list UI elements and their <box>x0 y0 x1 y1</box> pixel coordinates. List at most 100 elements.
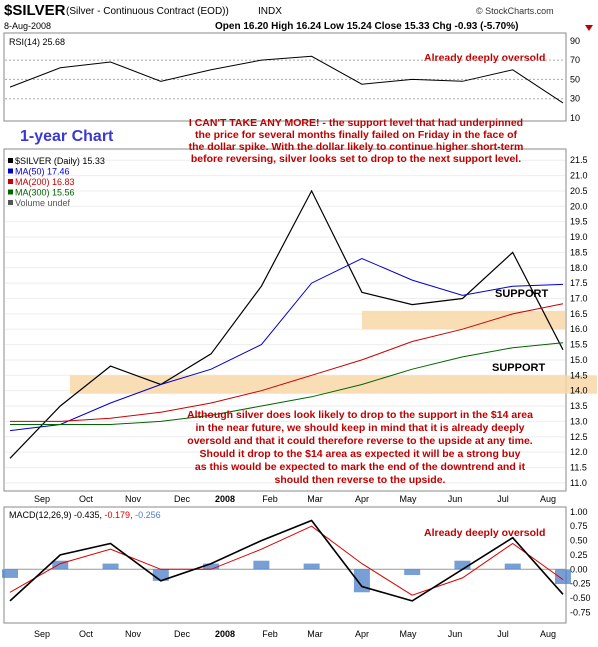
price-tick-label: 14.0 <box>570 386 588 396</box>
month-label: Nov <box>125 629 142 639</box>
macd-tick-label: 0.50 <box>570 536 588 546</box>
month-label: Dec <box>174 494 191 504</box>
top-annotation-line: the dollar spike. With the dollar likely… <box>189 141 524 153</box>
price-tick-label: 12.5 <box>570 432 588 442</box>
exchange-label: INDX <box>258 6 282 17</box>
month-label: Nov <box>125 494 142 504</box>
macd-label-signal: -0.179, <box>102 510 133 520</box>
rsi-panel: RSI(14) 25.68 Already deeply oversold 90… <box>3 32 580 123</box>
month-label: Apr <box>355 629 369 639</box>
month-label: Jul <box>497 629 509 639</box>
top-annotation-line: before reversing, silver looks set to dr… <box>191 153 521 165</box>
month-label: Jun <box>448 629 463 639</box>
rsi-tick-label: 50 <box>570 74 580 84</box>
price-tick-label: 18.0 <box>570 263 588 273</box>
watermark: © StockCharts.com <box>476 6 554 16</box>
macd-annotation: Already deeply oversold <box>424 527 545 539</box>
legend-swatch <box>8 168 13 174</box>
rsi-tick-label: 10 <box>570 113 580 123</box>
legend-entry: MA(300) 15.56 <box>15 188 75 198</box>
macd-tick-label: -0.75 <box>570 607 591 617</box>
month-label: May <box>399 629 417 639</box>
legend-swatch <box>8 200 13 205</box>
support-lower-label: SUPPORT <box>492 362 545 374</box>
rsi-tick-label: 90 <box>570 36 580 46</box>
macd-label-hist: -0.256 <box>133 510 161 520</box>
price-tick-label: 16.5 <box>570 309 588 319</box>
month-label: Aug <box>540 494 556 504</box>
rsi-tick-label: 70 <box>570 55 580 65</box>
macd-histogram-bar <box>52 560 69 570</box>
macd-tick-label: 0.00 <box>570 564 588 574</box>
price-tick-label: 14.5 <box>570 370 588 380</box>
macd-line <box>9 519 564 602</box>
rsi-annotation: Already deeply oversold <box>424 52 545 64</box>
legend-entry: $SILVER (Daily) 15.33 <box>15 156 105 166</box>
macd-histogram-bar <box>203 563 220 570</box>
month-label: Jul <box>497 494 509 504</box>
macd-tick-label: 0.25 <box>570 550 588 560</box>
rsi-tick-label: 30 <box>570 94 580 104</box>
macd-tick-label: 1.00 <box>570 507 588 517</box>
macd-tick-label: -0.50 <box>570 593 591 603</box>
macd-label-main: MACD(12,26,9) -0.435, <box>9 510 102 520</box>
support-band <box>70 375 597 394</box>
price-tick-label: 19.0 <box>570 232 588 242</box>
month-label: 2008 <box>215 494 235 504</box>
price-tick-label: 15.5 <box>570 340 588 350</box>
macd-tick-label: -0.25 <box>570 579 591 589</box>
month-label: Oct <box>79 629 94 639</box>
contract-name: (Silver - Continuous Contract (EOD)) <box>66 6 229 17</box>
month-label: Mar <box>307 494 323 504</box>
bottom-annotation-line: Should it drop to the $14 area as expect… <box>200 448 521 460</box>
ma50-line <box>9 257 564 432</box>
price-tick-label: 20.0 <box>570 201 588 211</box>
macd-histogram-bar <box>303 563 320 570</box>
month-label: Mar <box>307 629 323 639</box>
legend-entry: Volume undef <box>15 198 71 208</box>
bottom-annotation-line: should then reverse to the upside. <box>275 474 446 486</box>
bottom-annotation-line: in the near future, we should keep in mi… <box>195 422 524 434</box>
macd-histogram-bar <box>253 560 270 570</box>
month-label: May <box>399 494 417 504</box>
price-tick-label: 16.0 <box>570 324 588 334</box>
price-tick-label: 15.0 <box>570 355 588 365</box>
legend-entry: MA(50) 17.46 <box>15 167 70 177</box>
macd-histogram-bar <box>152 569 169 581</box>
top-annotation-line: I CAN'T TAKE ANY MORE! - the support lev… <box>189 117 523 129</box>
macd-panel: MACD(12,26,9) -0.435, -0.179, -0.256 Alr… <box>2 506 591 624</box>
price-tick-label: 21.0 <box>570 171 588 181</box>
price-tick-label: 20.5 <box>570 186 588 196</box>
legend-swatch <box>8 158 13 163</box>
month-label: 2008 <box>215 629 235 639</box>
legend-swatch <box>8 189 13 195</box>
month-label: Feb <box>262 494 278 504</box>
macd-label: MACD(12,26,9) -0.435, -0.179, -0.256 <box>9 510 161 520</box>
bottom-annotation-line: as this would be expected to mark the en… <box>195 461 526 473</box>
down-arrow-icon <box>585 25 593 31</box>
month-label: Feb <box>262 629 278 639</box>
support-band <box>362 310 565 330</box>
month-label: Oct <box>79 494 94 504</box>
macd-tick-label: 0.75 <box>570 521 588 531</box>
price-tick-label: 17.5 <box>570 278 588 288</box>
macd-histogram-bar <box>353 569 370 593</box>
legend-entry: MA(200) 16.83 <box>15 177 75 187</box>
chart-date: 8-Aug-2008 <box>4 21 51 31</box>
macd-histogram-bar <box>404 569 421 576</box>
price-panel: 21.5 21.0 20.5 20.0 19.5 19.0 18.5 18.0 17.5 17.0… <box>3 117 597 492</box>
macd-signal-line <box>9 525 564 596</box>
macd-histogram-bar <box>454 560 471 570</box>
ma300-line <box>10 342 564 425</box>
price-tick-label: 13.5 <box>570 401 588 411</box>
macd-frame <box>3 506 567 624</box>
price-tick-label: 11.0 <box>570 478 587 488</box>
price-line <box>9 189 564 459</box>
rsi-label: RSI(14) 25.68 <box>9 37 65 47</box>
bottom-annotation-line: Although silver does look likely to drop… <box>187 409 533 421</box>
rsi-frame <box>3 32 567 122</box>
ma200-line <box>10 303 564 422</box>
month-label: Sep <box>34 494 50 504</box>
